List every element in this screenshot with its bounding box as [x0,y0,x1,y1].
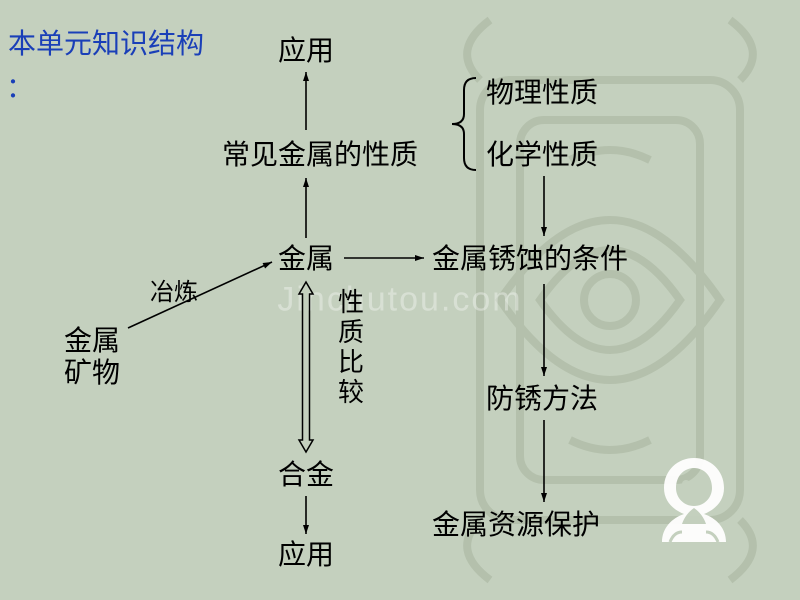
node-common-properties: 常见金属的性质 [222,140,418,172]
node-chemical: 化学性质 [486,140,598,172]
emblem-icon [644,452,744,552]
node-application-bot: 应用 [278,540,334,572]
node-antirust: 防锈方法 [486,384,598,416]
node-resource-protect: 金属资源保护 [432,510,600,542]
node-application-top: 应用 [278,36,334,68]
node-smelting: 冶炼 [150,280,198,308]
node-alloy: 合金 [278,460,334,492]
node-metal-mineral: 金属 矿物 [64,326,120,390]
node-property-compare: 性 质 比 较 [338,288,364,408]
node-metal: 金属 [278,244,334,276]
node-physical: 物理性质 [486,78,598,110]
unit-title-line1: 本单元知识结构 [8,22,204,62]
unit-title-line2: ： [6,66,34,106]
node-corrosion: 金属锈蚀的条件 [432,244,628,276]
